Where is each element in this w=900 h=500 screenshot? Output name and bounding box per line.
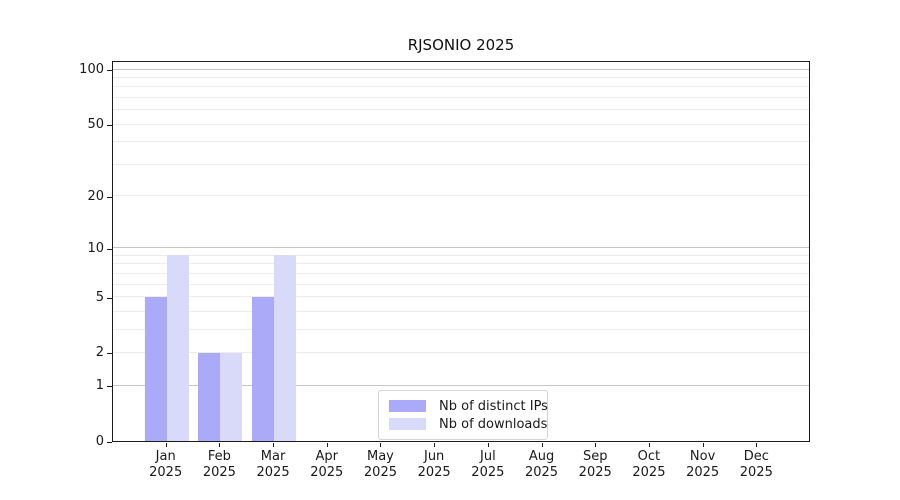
x-tick-mark-dec [756, 443, 758, 447]
gridline-20 [113, 195, 809, 197]
x-tick-year: 2025 [256, 465, 290, 480]
legend-row-distinct-ips: Nb of distinct IPs [389, 397, 548, 415]
legend-swatch-icon [389, 400, 426, 412]
legend-label: Nb of downloads [439, 416, 548, 432]
gridline-8 [113, 263, 809, 265]
x-tick-mark-jul [487, 443, 489, 447]
bar-mar-downloads [274, 255, 297, 441]
x-tick-month: Jul [480, 449, 496, 464]
x-tick-month: May [367, 449, 394, 464]
x-tick-label-oct: Oct 2025 [609, 449, 689, 481]
bar-jan-ips [144, 296, 167, 441]
gridline-40 [113, 141, 809, 143]
gridline-2 [113, 351, 809, 353]
gridline-5 [113, 296, 809, 298]
x-tick-mark-apr [326, 443, 328, 447]
bar-mar-ips [252, 296, 275, 441]
gridline-7 [113, 272, 809, 274]
x-tick-year: 2025 [686, 465, 720, 480]
x-tick-label-feb: Feb 2025 [179, 449, 259, 481]
x-tick-month: Dec [743, 449, 769, 464]
x-tick-mark-jun [434, 443, 436, 447]
x-tick-year: 2025 [524, 465, 559, 480]
x-tick-label-may: May 2025 [340, 449, 420, 481]
x-tick-year: 2025 [202, 465, 236, 480]
bar-jan-downloads [166, 255, 189, 441]
x-tick-label-aug: Aug 2025 [502, 449, 582, 481]
gridline-30 [113, 163, 809, 165]
y-tick-mark-0 [107, 442, 112, 443]
plot-area [112, 61, 810, 442]
x-tick-label-jun: Jun 2025 [394, 449, 474, 481]
y-tick-mark-10 [107, 248, 112, 250]
y-tick-mark-20 [107, 196, 112, 198]
x-tick-year: 2025 [739, 465, 773, 480]
x-tick-label-jul: Jul 2025 [448, 449, 528, 481]
x-tick-month: Jan [155, 449, 176, 464]
legend: Nb of distinct IPs Nb of downloads [378, 390, 548, 440]
x-tick-mark-jan [165, 443, 167, 447]
x-tick-month: Jun [423, 449, 445, 464]
y-tick-label-50: 50 [87, 117, 104, 133]
x-tick-month: Nov [689, 449, 716, 464]
y-tick-mark-100 [107, 70, 112, 72]
bar-feb-ips [198, 352, 221, 441]
x-tick-mark-nov [702, 443, 704, 447]
legend-label: Nb of distinct IPs [439, 398, 548, 414]
gridline-9 [113, 254, 809, 256]
bar-feb-downloads [220, 352, 243, 441]
x-tick-month: Feb [207, 449, 231, 464]
gridline-4 [113, 310, 809, 312]
gridline-80 [113, 86, 809, 88]
y-tick-mark-5 [107, 297, 112, 299]
x-tick-year: 2025 [149, 465, 183, 480]
y-tick-mark-2 [107, 353, 112, 355]
gridline-3 [113, 328, 809, 330]
x-tick-mark-feb [219, 443, 221, 447]
x-tick-label-apr: Apr 2025 [287, 449, 367, 481]
x-tick-mark-may [380, 443, 382, 447]
x-tick-month: Mar [260, 449, 286, 464]
x-tick-label-nov: Nov 2025 [663, 449, 743, 481]
x-tick-year: 2025 [471, 465, 505, 480]
gridline-1 [113, 384, 809, 386]
y-tick-label-0: 0 [95, 434, 104, 449]
y-tick-mark-1 [107, 386, 112, 388]
x-tick-year: 2025 [363, 465, 397, 480]
y-tick-label-100: 100 [79, 62, 104, 78]
y-tick-label-1: 1 [95, 378, 104, 394]
x-tick-label-sep: Sep 2025 [555, 449, 635, 481]
gridline-100 [113, 68, 809, 70]
x-tick-label-dec: Dec 2025 [716, 449, 796, 481]
gridline-90 [113, 76, 809, 78]
y-tick-label-20: 20 [87, 188, 104, 204]
gridline-10 [113, 247, 809, 249]
x-tick-year: 2025 [632, 465, 666, 480]
y-tick-label-10: 10 [87, 240, 104, 256]
x-tick-mark-sep [595, 443, 597, 447]
x-tick-month: Sep [582, 449, 608, 464]
x-tick-label-jan: Jan 2025 [126, 449, 206, 481]
gridline-6 [113, 283, 809, 285]
x-tick-mark-aug [541, 443, 543, 447]
gridline-70 [113, 96, 809, 98]
gridline-50 [113, 123, 809, 125]
legend-row-downloads: Nb of downloads [389, 415, 547, 433]
x-tick-mark-mar [273, 443, 275, 447]
gridline-60 [113, 109, 809, 111]
x-tick-month: Aug [528, 449, 555, 464]
chart-title: RJSONIO 2025 [407, 36, 515, 54]
x-tick-mark-oct [648, 443, 650, 447]
x-tick-year: 2025 [417, 465, 451, 480]
y-tick-mark-50 [107, 125, 112, 127]
x-tick-month: Oct [637, 449, 661, 464]
x-tick-month: Apr [315, 449, 339, 464]
y-tick-label-5: 5 [95, 289, 104, 305]
x-tick-year: 2025 [310, 465, 344, 480]
legend-swatch-icon [389, 418, 426, 430]
y-tick-label-2: 2 [95, 345, 104, 361]
x-tick-year: 2025 [578, 465, 612, 480]
x-tick-label-mar: Mar 2025 [233, 449, 313, 481]
